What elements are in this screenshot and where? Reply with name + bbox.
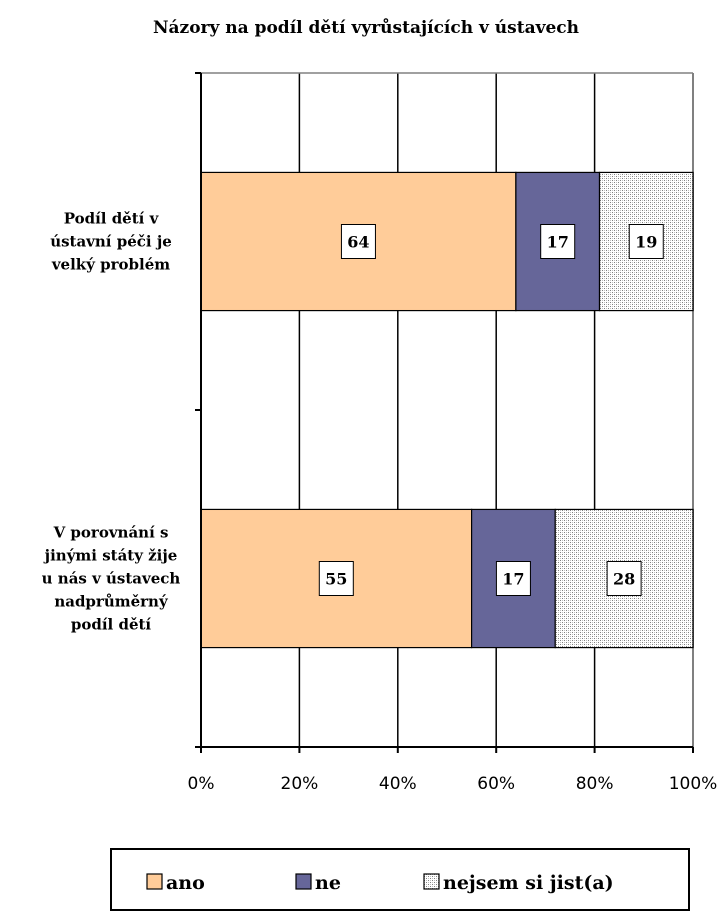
category-label: velký problém	[51, 256, 170, 274]
legend-swatch	[146, 873, 163, 890]
data-label: 17	[502, 570, 524, 589]
category-label: Podíl dětí v	[64, 210, 160, 228]
x-tick-label: 60%	[477, 774, 515, 794]
category-label: nadprůměrný	[54, 593, 169, 611]
x-tick-label: 40%	[379, 774, 417, 794]
data-label-box	[340, 224, 376, 259]
legend-entry: ano	[166, 872, 205, 894]
x-tick-label: 0%	[188, 774, 215, 794]
category-label: podíl dětí	[71, 616, 152, 634]
data-label: 19	[635, 233, 657, 252]
data-label: 28	[613, 570, 635, 589]
data-label-box	[318, 561, 354, 596]
category-label: ústavní péči je	[50, 233, 172, 251]
x-tick-label: 20%	[281, 774, 319, 794]
data-label-box	[495, 561, 531, 596]
data-label: 17	[547, 233, 569, 252]
category-label: jinými státy žije	[43, 547, 178, 565]
x-tick-label: 100%	[669, 774, 718, 794]
data-label: 55	[325, 570, 347, 589]
legend-entry: ne	[315, 872, 341, 894]
chart-title: Názory na podíl dětí vyrůstajících v úst…	[153, 17, 579, 38]
legend: ano ne nejsem si jist(a)	[110, 848, 690, 911]
legend-entry: nejsem si jist(a)	[443, 872, 614, 894]
data-label-box	[540, 224, 576, 259]
legend-frame	[110, 848, 690, 911]
category-label: u nás v ústavech	[42, 570, 181, 588]
category-label: V porovnání s	[53, 524, 169, 542]
plot-area: 64 17 19 Podíl dětí v ústavní péči je velký p…	[42, 72, 718, 794]
data-label-box	[606, 561, 642, 596]
legend-swatch	[295, 873, 312, 890]
legend-swatch	[423, 873, 440, 890]
data-label: 64	[347, 233, 369, 252]
x-tick-label: 80%	[576, 774, 614, 794]
data-label-box	[628, 224, 664, 259]
